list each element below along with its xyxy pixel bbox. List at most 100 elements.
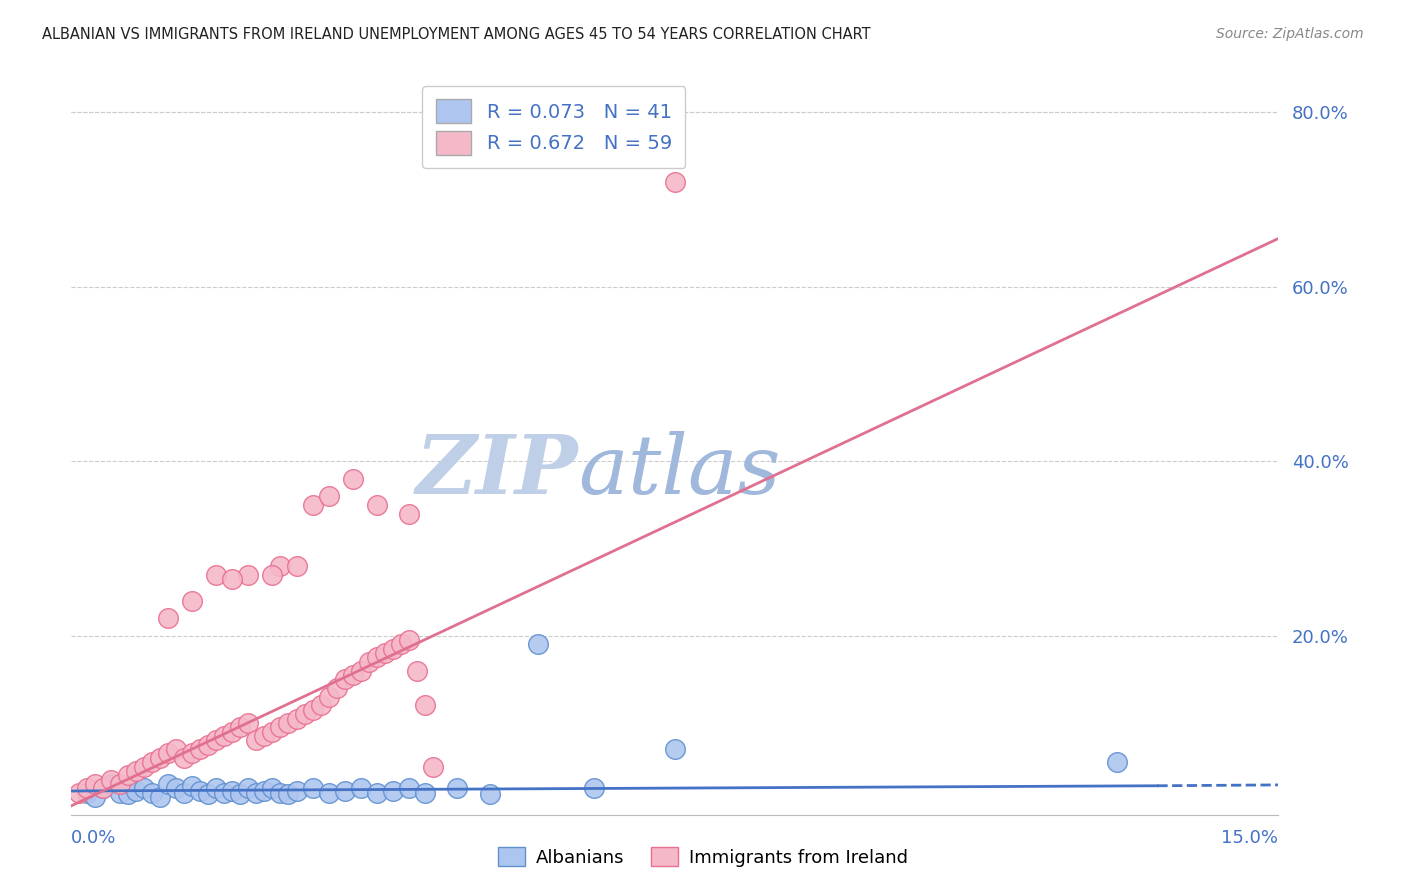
Text: 0.0%: 0.0%	[72, 829, 117, 847]
Point	[262, 781, 284, 796]
Point	[583, 781, 606, 796]
Point	[527, 637, 550, 651]
Legend: Albanians, Immigrants from Ireland: Albanians, Immigrants from Ireland	[491, 840, 915, 874]
Point	[132, 781, 155, 796]
Text: atlas: atlas	[578, 432, 780, 511]
Point	[238, 715, 260, 730]
Point	[269, 558, 291, 573]
Point	[245, 733, 267, 747]
Text: 15.0%: 15.0%	[1220, 829, 1278, 847]
Text: Source: ZipAtlas.com: Source: ZipAtlas.com	[1216, 27, 1364, 41]
Point	[350, 664, 373, 678]
Point	[84, 777, 107, 791]
Point	[262, 567, 284, 582]
Point	[108, 786, 131, 800]
Point	[309, 698, 332, 713]
Point	[382, 784, 405, 798]
Point	[301, 781, 323, 796]
Point	[238, 781, 260, 796]
Point	[1107, 755, 1129, 769]
Point	[664, 175, 686, 189]
Point	[205, 781, 228, 796]
Point	[93, 781, 115, 796]
Point	[67, 786, 90, 800]
Point	[398, 633, 420, 648]
Point	[93, 781, 115, 796]
Point	[117, 788, 139, 802]
Point	[277, 788, 299, 802]
Point	[342, 668, 364, 682]
Point	[318, 690, 340, 704]
Point	[253, 784, 276, 798]
Point	[238, 567, 260, 582]
Point	[76, 781, 98, 796]
Point	[141, 786, 163, 800]
Point	[76, 786, 98, 800]
Point	[141, 755, 163, 769]
Point	[446, 781, 468, 796]
Point	[285, 784, 308, 798]
Point	[197, 738, 219, 752]
Point	[342, 472, 364, 486]
Point	[269, 786, 291, 800]
Point	[100, 777, 122, 791]
Point	[366, 498, 388, 512]
Legend: R = 0.073   N = 41, R = 0.672   N = 59: R = 0.073 N = 41, R = 0.672 N = 59	[422, 86, 686, 169]
Point	[389, 637, 412, 651]
Point	[285, 558, 308, 573]
Point	[165, 781, 187, 796]
Point	[124, 764, 146, 778]
Point	[398, 781, 420, 796]
Point	[301, 703, 323, 717]
Point	[301, 498, 323, 512]
Point	[333, 784, 356, 798]
Point	[149, 751, 172, 765]
Point	[406, 664, 429, 678]
Point	[117, 768, 139, 782]
Point	[132, 759, 155, 773]
Point	[197, 788, 219, 802]
Point	[285, 712, 308, 726]
Point	[422, 759, 444, 773]
Point	[188, 742, 211, 756]
Point	[245, 786, 267, 800]
Point	[165, 742, 187, 756]
Point	[413, 698, 436, 713]
Point	[181, 747, 204, 761]
Point	[156, 777, 179, 791]
Point	[413, 786, 436, 800]
Point	[108, 777, 131, 791]
Point	[318, 489, 340, 503]
Point	[149, 790, 172, 805]
Point	[366, 650, 388, 665]
Point	[212, 786, 235, 800]
Point	[269, 720, 291, 734]
Point	[100, 772, 122, 787]
Point	[350, 781, 373, 796]
Point	[205, 733, 228, 747]
Point	[478, 788, 501, 802]
Point	[124, 784, 146, 798]
Point	[357, 655, 380, 669]
Text: ALBANIAN VS IMMIGRANTS FROM IRELAND UNEMPLOYMENT AMONG AGES 45 TO 54 YEARS CORRE: ALBANIAN VS IMMIGRANTS FROM IRELAND UNEM…	[42, 27, 870, 42]
Point	[221, 784, 243, 798]
Point	[366, 786, 388, 800]
Point	[181, 779, 204, 793]
Point	[277, 715, 299, 730]
Point	[398, 507, 420, 521]
Point	[262, 724, 284, 739]
Text: ZIP: ZIP	[416, 432, 578, 511]
Point	[229, 788, 252, 802]
Point	[253, 729, 276, 743]
Point	[318, 786, 340, 800]
Point	[294, 707, 316, 722]
Point	[212, 729, 235, 743]
Point	[333, 673, 356, 687]
Point	[221, 724, 243, 739]
Point	[173, 786, 195, 800]
Point	[382, 641, 405, 656]
Point	[173, 751, 195, 765]
Point	[156, 611, 179, 625]
Point	[84, 790, 107, 805]
Point	[229, 720, 252, 734]
